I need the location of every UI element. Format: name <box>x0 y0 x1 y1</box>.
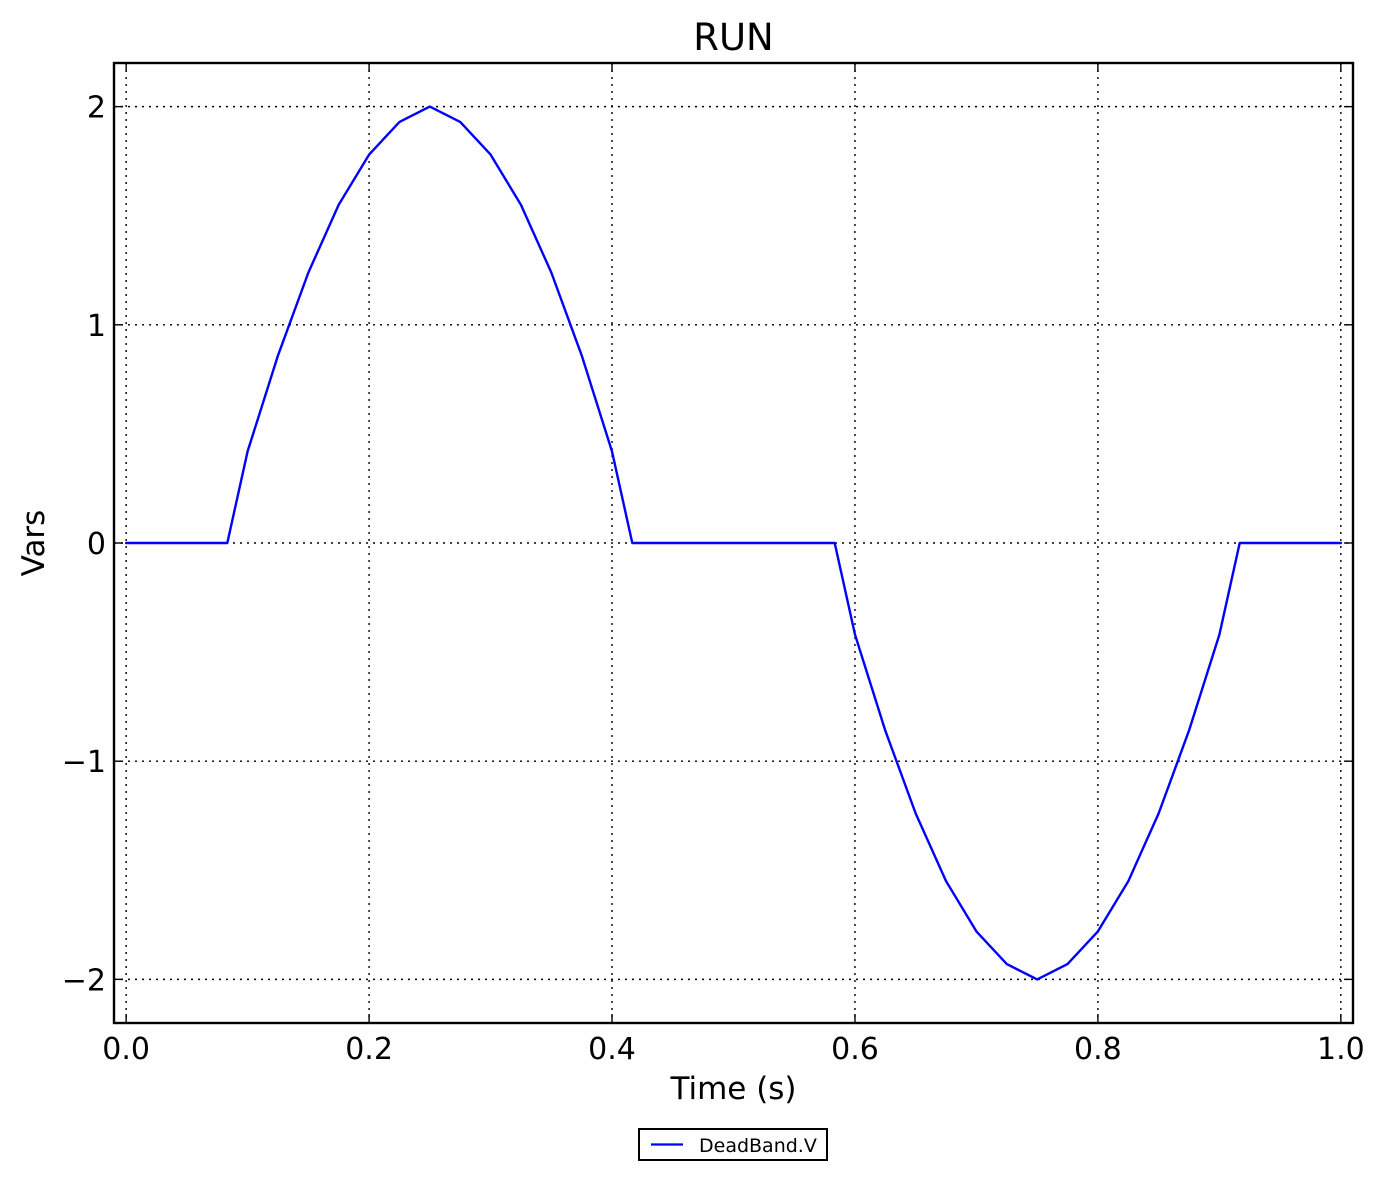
x-tick-label: 0.6 <box>831 1032 879 1067</box>
legend-label-deadband-v: DeadBand.V <box>699 1135 817 1157</box>
x-tick-label: 1.0 <box>1317 1032 1365 1067</box>
y-axis-label: Vars <box>16 510 52 577</box>
series-line-deadband-v <box>124 105 1343 981</box>
y-tick-label: −2 <box>62 963 106 998</box>
x-tick-label: 0.2 <box>345 1032 393 1067</box>
legend-box <box>638 1128 828 1161</box>
y-tick-label: 0 <box>87 527 106 562</box>
x-axis-label: Time (s) <box>669 1071 796 1107</box>
y-tick-label: −1 <box>62 745 106 780</box>
x-tick-label: 0.8 <box>1074 1032 1122 1067</box>
chart-title: RUN <box>693 16 773 59</box>
x-tick-label: 0.0 <box>102 1032 150 1067</box>
series-layer <box>124 105 1343 981</box>
grid <box>114 63 1353 1023</box>
x-tick-label: 0.4 <box>588 1032 636 1067</box>
y-tick-label: 2 <box>87 91 106 126</box>
ticks: 0.0 0.2 0.4 0.6 0.8 1.0 2 1 0 −1 −2 <box>62 63 1365 1067</box>
legend: DeadBand.V <box>638 1128 828 1161</box>
y-tick-label: 1 <box>87 309 106 344</box>
